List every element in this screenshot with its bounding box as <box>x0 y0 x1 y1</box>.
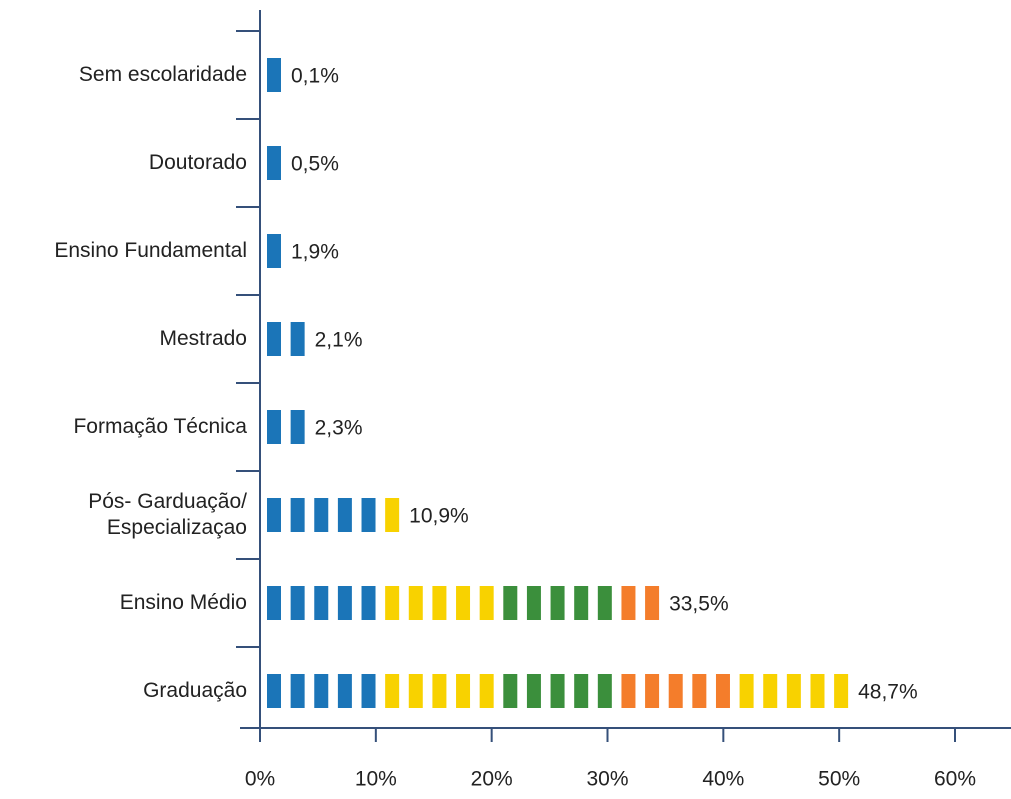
value-label: 2,1% <box>315 329 363 352</box>
value-label: 10,9% <box>409 505 469 528</box>
bar-block <box>597 674 612 708</box>
category-label: Ensino Fundamental <box>54 239 247 262</box>
category-label: Graduação <box>143 679 247 702</box>
bar-block <box>267 410 281 444</box>
bar-block <box>385 674 400 708</box>
bar-block <box>550 586 565 620</box>
bar-block <box>810 674 825 708</box>
bar-block <box>692 674 707 708</box>
bar-block <box>267 498 281 532</box>
bar-block <box>408 586 423 620</box>
bar-block <box>361 586 376 620</box>
value-label: 33,5% <box>669 593 729 616</box>
x-tick-label: 50% <box>818 768 860 791</box>
bar-block <box>503 674 518 708</box>
value-label: 0,1% <box>291 65 339 88</box>
x-tick-label: 0% <box>245 768 275 791</box>
bar-block <box>526 674 541 708</box>
bar <box>267 586 660 620</box>
bar-block <box>739 674 754 708</box>
bar-block <box>597 586 612 620</box>
bar-block <box>574 674 589 708</box>
bar <box>267 498 400 532</box>
bar <box>267 322 305 356</box>
bar <box>267 146 281 180</box>
bar-block <box>267 322 281 356</box>
value-label: 1,9% <box>291 241 339 264</box>
bar-block <box>432 674 447 708</box>
bar-block <box>385 586 400 620</box>
bar-block <box>337 498 352 532</box>
value-label: 0,5% <box>291 153 339 176</box>
bar-block <box>645 586 660 620</box>
x-tick-label: 40% <box>702 768 744 791</box>
bar-block <box>645 674 660 708</box>
bar-block <box>621 586 636 620</box>
bar-block <box>267 234 281 268</box>
bar-block <box>290 586 305 620</box>
bar-block <box>526 586 541 620</box>
bar-block <box>456 586 471 620</box>
bar-block <box>290 410 305 444</box>
bar-block <box>361 674 376 708</box>
bar-block <box>715 674 730 708</box>
x-tick-label: 20% <box>471 768 513 791</box>
bar-block <box>337 586 352 620</box>
bar-block <box>267 674 281 708</box>
bar-block <box>621 674 636 708</box>
bar-block <box>574 586 589 620</box>
bar-block <box>479 586 494 620</box>
x-tick-label: 30% <box>586 768 628 791</box>
category-label: Sem escolaridade <box>78 63 247 86</box>
bar <box>267 234 281 268</box>
bar-block <box>314 586 329 620</box>
bar-block <box>432 586 447 620</box>
value-label: 48,7% <box>858 681 918 704</box>
bar-block <box>385 498 400 532</box>
bar-block <box>314 674 329 708</box>
bar-block <box>763 674 778 708</box>
category-label: Doutorado <box>148 151 247 174</box>
value-label: 2,3% <box>315 417 363 440</box>
category-label: Mestrado <box>159 327 247 350</box>
bar-block <box>314 498 329 532</box>
x-tick-label: 10% <box>355 768 397 791</box>
category-label: Ensino Médio <box>119 591 247 614</box>
category-label: Formação Técnica <box>73 415 247 438</box>
bar-block <box>290 322 305 356</box>
bar-block <box>361 498 376 532</box>
bar-block <box>290 674 305 708</box>
bar-block <box>503 586 518 620</box>
x-tick-label: 60% <box>934 768 976 791</box>
bar-block <box>786 674 801 708</box>
category-label: Pós- Garduação/ Especializaçao <box>88 490 247 539</box>
bar-block <box>267 586 281 620</box>
bar <box>267 410 305 444</box>
bar-block <box>267 58 281 92</box>
bar-block <box>834 674 849 708</box>
bar-block <box>267 146 281 180</box>
bar-block <box>456 674 471 708</box>
bar <box>267 674 849 708</box>
bar-block <box>668 674 683 708</box>
bar-block <box>550 674 565 708</box>
bar-block <box>290 498 305 532</box>
bar-block <box>479 674 494 708</box>
bar-block <box>337 674 352 708</box>
bar <box>267 58 281 92</box>
bar-block <box>408 674 423 708</box>
